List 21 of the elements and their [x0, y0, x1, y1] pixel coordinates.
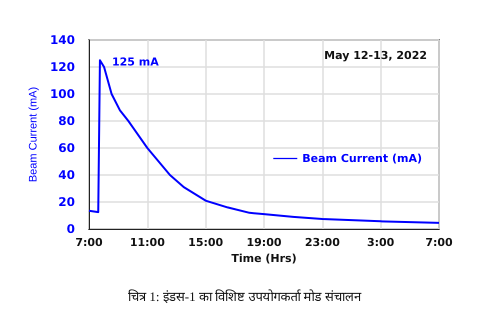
y-tick-label: 60: [58, 141, 75, 155]
x-tick-label: 15:00: [188, 236, 224, 249]
x-axis-title: Time (Hrs): [231, 252, 297, 265]
annotation: May 12-13, 2022: [324, 49, 428, 62]
legend-label: Beam Current (mA): [302, 152, 422, 165]
text: चित्र 1: इंडस-1 का विशिष्ट उपयोगकर्ता मोड संचालन: [128, 289, 362, 304]
x-tick-label: 3:00: [366, 236, 395, 249]
y-tick-label: 0: [66, 222, 75, 236]
x-tick-label: 11:00: [130, 236, 166, 249]
x-tick-label: 7:00: [425, 236, 454, 249]
y-tick-label: 40: [58, 168, 75, 182]
y-tick-label: 20: [58, 195, 75, 209]
y-tick-label: 120: [50, 60, 75, 74]
y-axis-title: Beam Current (mA): [28, 86, 40, 182]
y-tick-label: 140: [50, 33, 75, 47]
x-tick-label: 23:00: [304, 236, 340, 249]
y-tick-label: 100: [50, 87, 75, 101]
y-tick-label: 80: [58, 114, 75, 128]
x-tick-label: 19:00: [246, 236, 282, 249]
annotation: 125 mA: [112, 55, 160, 68]
x-tick-label: 7:00: [75, 236, 104, 249]
